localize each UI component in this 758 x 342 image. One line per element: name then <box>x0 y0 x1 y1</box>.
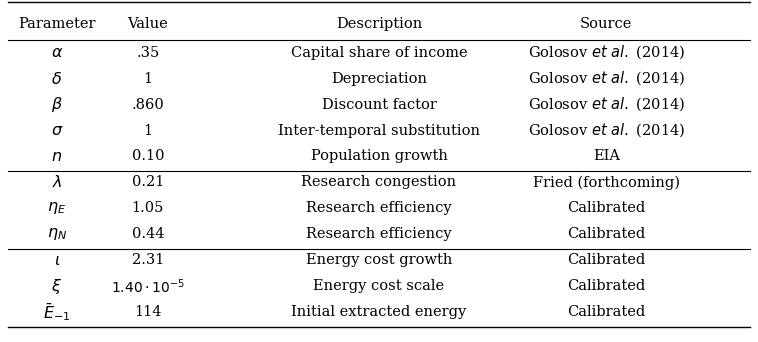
Text: 1.05: 1.05 <box>132 201 164 215</box>
Text: $\xi$: $\xi$ <box>52 277 62 296</box>
Text: $\lambda$: $\lambda$ <box>52 174 62 190</box>
Text: $n$: $n$ <box>52 149 62 164</box>
Text: $\bar{E}_{-1}$: $\bar{E}_{-1}$ <box>43 302 70 324</box>
Text: Research efficiency: Research efficiency <box>306 201 452 215</box>
Text: Inter-temporal substitution: Inter-temporal substitution <box>278 123 480 137</box>
Text: Calibrated: Calibrated <box>567 227 646 241</box>
Text: Research congestion: Research congestion <box>302 175 456 189</box>
Text: $\beta$: $\beta$ <box>51 95 63 114</box>
Text: 1: 1 <box>143 71 152 86</box>
Text: Research efficiency: Research efficiency <box>306 227 452 241</box>
Text: Calibrated: Calibrated <box>567 279 646 293</box>
Text: Energy cost scale: Energy cost scale <box>314 279 444 293</box>
Text: .35: .35 <box>136 45 159 60</box>
Text: EIA: EIA <box>593 149 620 163</box>
Text: $\alpha$: $\alpha$ <box>51 45 63 60</box>
Text: 0.10: 0.10 <box>132 149 164 163</box>
Text: $\eta_E$: $\eta_E$ <box>47 200 67 216</box>
Text: 2.31: 2.31 <box>132 253 164 267</box>
Text: .860: .860 <box>131 97 164 111</box>
Text: $1.40\cdot10^{-5}$: $1.40\cdot10^{-5}$ <box>111 277 185 296</box>
Text: Energy cost growth: Energy cost growth <box>305 253 453 267</box>
Text: Capital share of income: Capital share of income <box>290 45 468 60</box>
Text: Golosov $\mathit{et\ al.}$ (2014): Golosov $\mathit{et\ al.}$ (2014) <box>528 44 685 61</box>
Text: 114: 114 <box>134 305 161 319</box>
Text: Golosov $\mathit{et\ al.}$ (2014): Golosov $\mathit{et\ al.}$ (2014) <box>528 122 685 139</box>
Text: Description: Description <box>336 17 422 31</box>
Text: Initial extracted energy: Initial extracted energy <box>291 305 467 319</box>
Text: 0.44: 0.44 <box>132 227 164 241</box>
Text: Calibrated: Calibrated <box>567 305 646 319</box>
Text: $\iota$: $\iota$ <box>54 253 60 268</box>
Text: Source: Source <box>580 17 633 31</box>
Text: Value: Value <box>127 17 168 31</box>
Text: Calibrated: Calibrated <box>567 253 646 267</box>
Text: Fried (forthcoming): Fried (forthcoming) <box>533 175 680 190</box>
Text: $\eta_N$: $\eta_N$ <box>47 226 67 242</box>
Text: Population growth: Population growth <box>311 149 447 163</box>
Text: Parameter: Parameter <box>18 17 96 31</box>
Text: Discount factor: Discount factor <box>321 97 437 111</box>
Text: 1: 1 <box>143 123 152 137</box>
Text: Depreciation: Depreciation <box>331 71 427 86</box>
Text: Golosov $\mathit{et\ al.}$ (2014): Golosov $\mathit{et\ al.}$ (2014) <box>528 96 685 113</box>
Text: $\sigma$: $\sigma$ <box>51 123 63 138</box>
Text: Golosov $\mathit{et\ al.}$ (2014): Golosov $\mathit{et\ al.}$ (2014) <box>528 70 685 87</box>
Text: Calibrated: Calibrated <box>567 201 646 215</box>
Text: $\delta$: $\delta$ <box>52 70 62 87</box>
Text: 0.21: 0.21 <box>132 175 164 189</box>
